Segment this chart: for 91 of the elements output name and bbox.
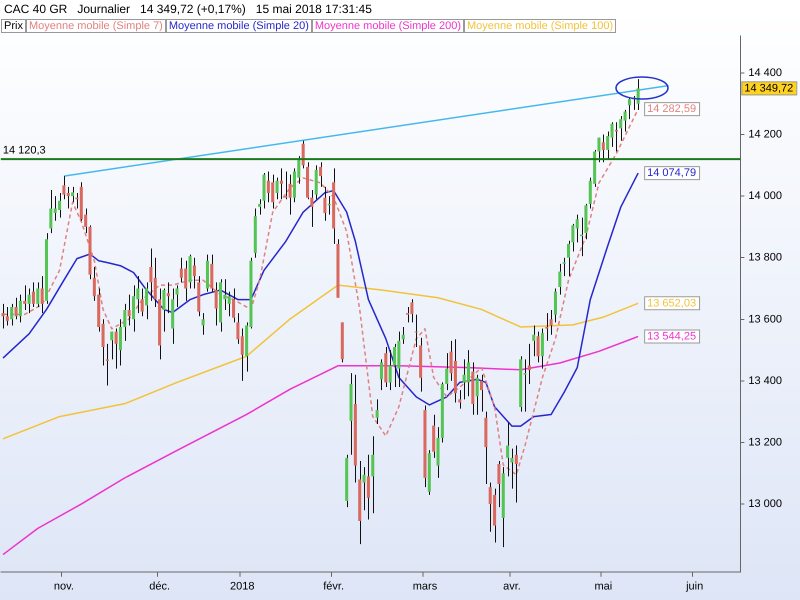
x-tick-label: 2018 [230,580,254,592]
candlestick [562,257,566,277]
candlestick [232,288,236,323]
y-tick-label: 13 000 [748,498,782,510]
candlestick [376,398,379,424]
candlestick [323,186,326,222]
x-tick-label: déc. [149,580,170,592]
candlestick [202,312,205,336]
x-tick-label: mars [412,580,438,592]
legend-title: Prix [1,19,26,33]
chart-title: CAC 40 GR Journalier 14 349,72 (+0,17%) 15 mai 2018 17:31:45 [4,2,372,16]
candlestick [71,186,74,203]
candlestick [28,288,31,314]
candlestick [388,350,392,391]
candlestick [602,134,605,163]
x-tick-label: juin [685,580,704,592]
x-tick-label: mai [594,580,612,592]
candlestick [619,116,622,142]
candlestick [532,324,536,357]
candlestick [40,276,44,314]
candlestick [23,284,26,311]
candlestick [132,284,136,332]
candlestick [145,282,148,320]
candlestick [366,454,370,520]
candlestick [414,314,418,348]
candlestick [284,170,288,200]
y-tick-label: 14 200 [748,128,782,141]
candlestick [540,328,544,370]
candlestick [628,97,631,120]
candlestick [528,343,531,384]
y-tick-label: 14 000 [748,190,782,202]
candlestick [266,170,270,203]
candlestick [476,374,479,416]
candlestick [184,260,188,302]
candlestick [480,374,484,412]
data-label: 14 074,79 [647,167,696,180]
candlestick [166,282,170,314]
text: Moyenne mobile (Simple 100) [464,19,616,33]
candlestick [49,189,52,234]
candlestick [192,257,196,290]
candlestick [123,303,126,342]
y-tick-label: 14 400 [748,66,782,79]
data-label: 13 652,03 [647,297,696,310]
text: Moyenne mobile (Simple 20) [166,19,312,33]
candlestick [488,482,492,532]
candlestick [1,303,5,330]
candlestick [36,282,40,308]
candlestick [319,162,322,188]
candlestick [614,122,618,152]
candlestick [14,297,18,320]
x-tick-label: févr. [323,580,344,592]
y-tick-label: 13 600 [748,313,782,326]
x-tick-label: avr. [503,580,521,592]
candlestick [371,436,374,514]
data-label: 14 282,59 [647,103,696,116]
candlestick [6,306,9,326]
candlestick [445,352,448,391]
candlestick [514,445,518,504]
y-tick-label: 13 400 [748,374,782,387]
candlestick [545,312,548,342]
candlestick [558,263,562,296]
candlestick [106,343,109,386]
candlestick [380,358,383,391]
candlestick [18,294,22,323]
candlestick [458,390,462,410]
candlestick [114,328,118,370]
candlestick [554,288,557,323]
line-series [2,108,639,476]
candlestick [118,318,122,366]
candlestick [410,298,414,323]
candlestick [392,343,396,388]
candlestick [462,358,466,400]
candlestick [497,460,500,508]
candlestick [280,168,283,200]
ref-line-label: 14 120,3 [2,144,46,157]
candlestick [110,331,114,360]
y-tick-label: 13 200 [748,436,782,448]
candlestick [271,174,274,209]
y-tick-label: 13 800 [748,252,782,264]
candlestick [506,422,510,477]
candlestick [32,282,35,308]
candlestick [406,306,410,323]
data-label: 13 544,25 [647,330,696,342]
text: Moyenne mobile (Simple 200) [312,19,464,33]
candlestick [466,350,470,397]
x-tick-label: nov. [54,580,74,592]
candlestick [10,303,14,326]
candlestick [128,294,131,326]
text: 14 349,72 [744,82,794,94]
candlestick [328,196,331,216]
text: Moyenne mobile (Simple 7) [26,19,166,33]
